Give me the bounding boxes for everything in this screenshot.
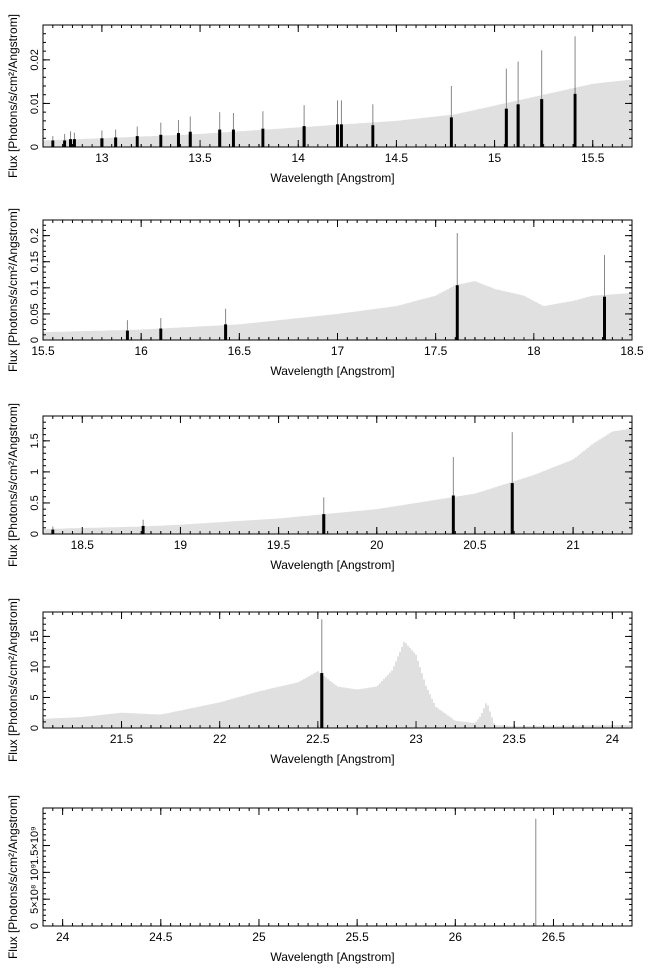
x-tick-label: 20 [370, 538, 384, 552]
y-tick-label: 0 [29, 337, 41, 343]
x-tick-label: 15.5 [581, 151, 605, 165]
x-tick-label: 22.5 [306, 732, 330, 746]
x-axis-title: Wavelength [Angstrom] [270, 558, 394, 572]
x-tick-label: 24.5 [149, 930, 173, 944]
y-tick-label: 1.5 [29, 433, 41, 448]
x-tick-label: 21 [566, 538, 580, 552]
y-tick-label: 0.2 [29, 228, 41, 243]
y-tick-label: 0.05 [29, 303, 41, 324]
x-tick-label: 17.5 [424, 344, 448, 358]
y-tick-label: 0 [29, 531, 41, 537]
y-tick-label: 1 [29, 469, 41, 475]
x-tick-label: 17 [331, 344, 345, 358]
y-axis-title: Flux [Photons/s/cm²/Angstrom] [6, 208, 20, 372]
x-tick-label: 18 [527, 344, 541, 358]
x-tick-label: 16 [134, 344, 148, 358]
y-tick-label: 5×10⁸ [29, 884, 41, 913]
y-tick-label: 0 [29, 144, 41, 150]
y-tick-label: 0.15 [29, 251, 41, 272]
x-tick-label: 23.5 [503, 732, 527, 746]
y-axis-title: Flux [Photons/s/cm²/Angstrom] [6, 403, 20, 567]
spectrum-panel-2: 15.5 16 16.5 17 17.5 18 18.5 0 0.05 0.1 0.15 0.2 Wav… [6, 208, 644, 378]
spectrum-panel-1: 13 13.5 14 14.5 15 15.5 0 0.01 0.02 Wavelength [A… [6, 14, 633, 185]
continuum-bars [43, 641, 631, 728]
plot-frame [42, 611, 633, 729]
y-axis-title: Flux [Photons/s/cm²/Angstrom] [6, 14, 20, 178]
x-tick-label: 22 [213, 732, 227, 746]
x-tick-label: 18.5 [71, 538, 95, 552]
spectrum-panel-3: 18.5 19 19.5 20 20.5 21 0 0.5 1 1.5 Wavelength [An… [6, 403, 633, 572]
spectrum-panel-4: 21.5 22 22.5 23 23.5 24 0 5 10 15 Wavelength [Angs… [6, 598, 633, 766]
continuum-bars [43, 428, 631, 534]
x-tick-label: 14 [292, 151, 306, 165]
y-tick-label: 0 [29, 923, 41, 929]
x-axis-title: Wavelength [Angstrom] [270, 752, 394, 766]
x-tick-label: 26.5 [542, 930, 566, 944]
x-tick-label: 16.5 [228, 344, 252, 358]
continuum-bars [43, 281, 631, 340]
y-axis-title: Flux [Photons/s/cm²/Angstrom] [6, 795, 20, 959]
plot-frame [42, 807, 633, 927]
data-layer [43, 428, 631, 534]
y-tick-label: 10⁹ [29, 864, 41, 881]
x-axis-title: Wavelength [Angstrom] [270, 364, 394, 378]
x-tick-label: 21.5 [110, 732, 134, 746]
y-tick-label: 1.5×10⁹ [29, 826, 41, 865]
y-tick-label: 0.02 [29, 49, 41, 70]
x-tick-label: 25.5 [345, 930, 369, 944]
x-tick-label: 15 [488, 151, 502, 165]
x-tick-label: 26 [449, 930, 463, 944]
data-layer [43, 619, 631, 728]
x-tick-label: 23 [409, 732, 423, 746]
x-tick-label: 13 [95, 151, 109, 165]
y-tick-label: 0.1 [29, 280, 41, 295]
y-tick-label: 5 [29, 694, 41, 700]
x-tick-label: 20.5 [463, 538, 487, 552]
x-tick-label: 15.5 [31, 344, 55, 358]
y-axis-title: Flux [Photons/s/cm²/Angstrom] [6, 598, 20, 762]
y-tick-label: 10 [29, 661, 41, 673]
x-tick-label: 14.5 [385, 151, 409, 165]
data-layer [43, 36, 631, 147]
x-axis-title: Wavelength [Angstrom] [270, 950, 394, 964]
x-tick-label: 18.5 [620, 344, 644, 358]
y-tick-label: 0.01 [29, 93, 41, 114]
x-tick-label: 19.5 [267, 538, 291, 552]
data-layer [43, 233, 631, 340]
y-tick-label: 0 [29, 725, 41, 731]
x-tick-label: 19 [174, 538, 188, 552]
x-axis-title: Wavelength [Angstrom] [270, 171, 394, 185]
x-tick-label: 24 [56, 930, 70, 944]
y-tick-label: 0.5 [29, 495, 41, 510]
y-tick-label: 15 [29, 630, 41, 642]
x-tick-label: 24 [606, 732, 620, 746]
x-tick-label: 13.5 [188, 151, 212, 165]
x-tick-label: 25 [252, 930, 266, 944]
